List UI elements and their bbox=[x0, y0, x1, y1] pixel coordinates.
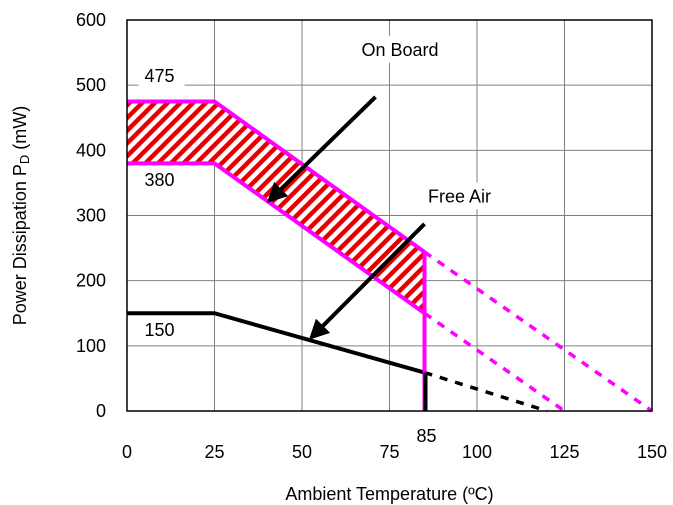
series-line-onboard_upper bbox=[127, 99, 426, 254]
annotation-arrow bbox=[308, 222, 426, 340]
annotations: 475 380 150 On Board Free Air bbox=[145, 40, 492, 340]
x-tick-label: 150 bbox=[637, 442, 667, 462]
y-axis-label-subscript: D bbox=[17, 155, 32, 164]
tick-labels: 0 25 50 75 100 125 150 0 100 200 300 400 500 600 85 bbox=[76, 10, 667, 462]
annotation-bg bbox=[422, 182, 518, 210]
plot-border bbox=[126, 19, 653, 412]
y-tick-label: 500 bbox=[76, 75, 106, 95]
x-tick-label: 50 bbox=[292, 442, 312, 462]
annotation-bg bbox=[138, 316, 185, 344]
series-line-free_air bbox=[127, 311, 426, 375]
x-tick-label: 0 bbox=[122, 442, 132, 462]
annotation-label: 380 bbox=[145, 170, 175, 190]
annotation-arrows bbox=[266, 95, 426, 340]
annotation-label: 475 bbox=[145, 66, 175, 86]
x-axis-label: Ambient Temperature (ºC) bbox=[285, 484, 493, 504]
annotation-label: On Board bbox=[362, 40, 439, 60]
y-tick-label: 200 bbox=[76, 271, 106, 291]
y-tick-label: 400 bbox=[76, 140, 106, 160]
y-tick-label: 100 bbox=[76, 336, 106, 356]
x-tick-label: 25 bbox=[204, 442, 224, 462]
y-tick-label: 0 bbox=[96, 401, 106, 421]
derating-extension bbox=[423, 370, 548, 413]
series-lines bbox=[127, 99, 654, 413]
series-line-onboard_lower bbox=[127, 161, 426, 315]
plot-frame bbox=[126, 19, 653, 412]
y-tick-label: 600 bbox=[76, 10, 106, 30]
x-tick-label-cutoff: 85 bbox=[416, 426, 436, 446]
annotation-bg bbox=[138, 61, 185, 89]
on-board-band-fill bbox=[127, 101, 425, 314]
y-tick-label: 300 bbox=[76, 206, 106, 226]
derating-extension bbox=[423, 250, 654, 413]
x-tick-label: 100 bbox=[462, 442, 492, 462]
derating-extension bbox=[423, 311, 566, 413]
on-board-band bbox=[127, 101, 425, 314]
grid bbox=[127, 20, 652, 411]
annotation-label: 150 bbox=[145, 320, 175, 340]
y-axis-label: Power Dissipation PD (mW) bbox=[10, 106, 32, 325]
annotation-label: Free Air bbox=[428, 186, 491, 206]
y-axis-label-main: Power Dissipation P bbox=[10, 164, 30, 325]
y-axis-label-unit: (mW) bbox=[10, 106, 30, 155]
x-tick-label: 75 bbox=[379, 442, 399, 462]
annotation-backgrounds bbox=[138, 35, 518, 344]
annotation-bg bbox=[138, 166, 185, 194]
annotation-arrow bbox=[266, 95, 377, 203]
annotation-bg bbox=[355, 35, 452, 63]
x-tick-label: 125 bbox=[549, 442, 579, 462]
